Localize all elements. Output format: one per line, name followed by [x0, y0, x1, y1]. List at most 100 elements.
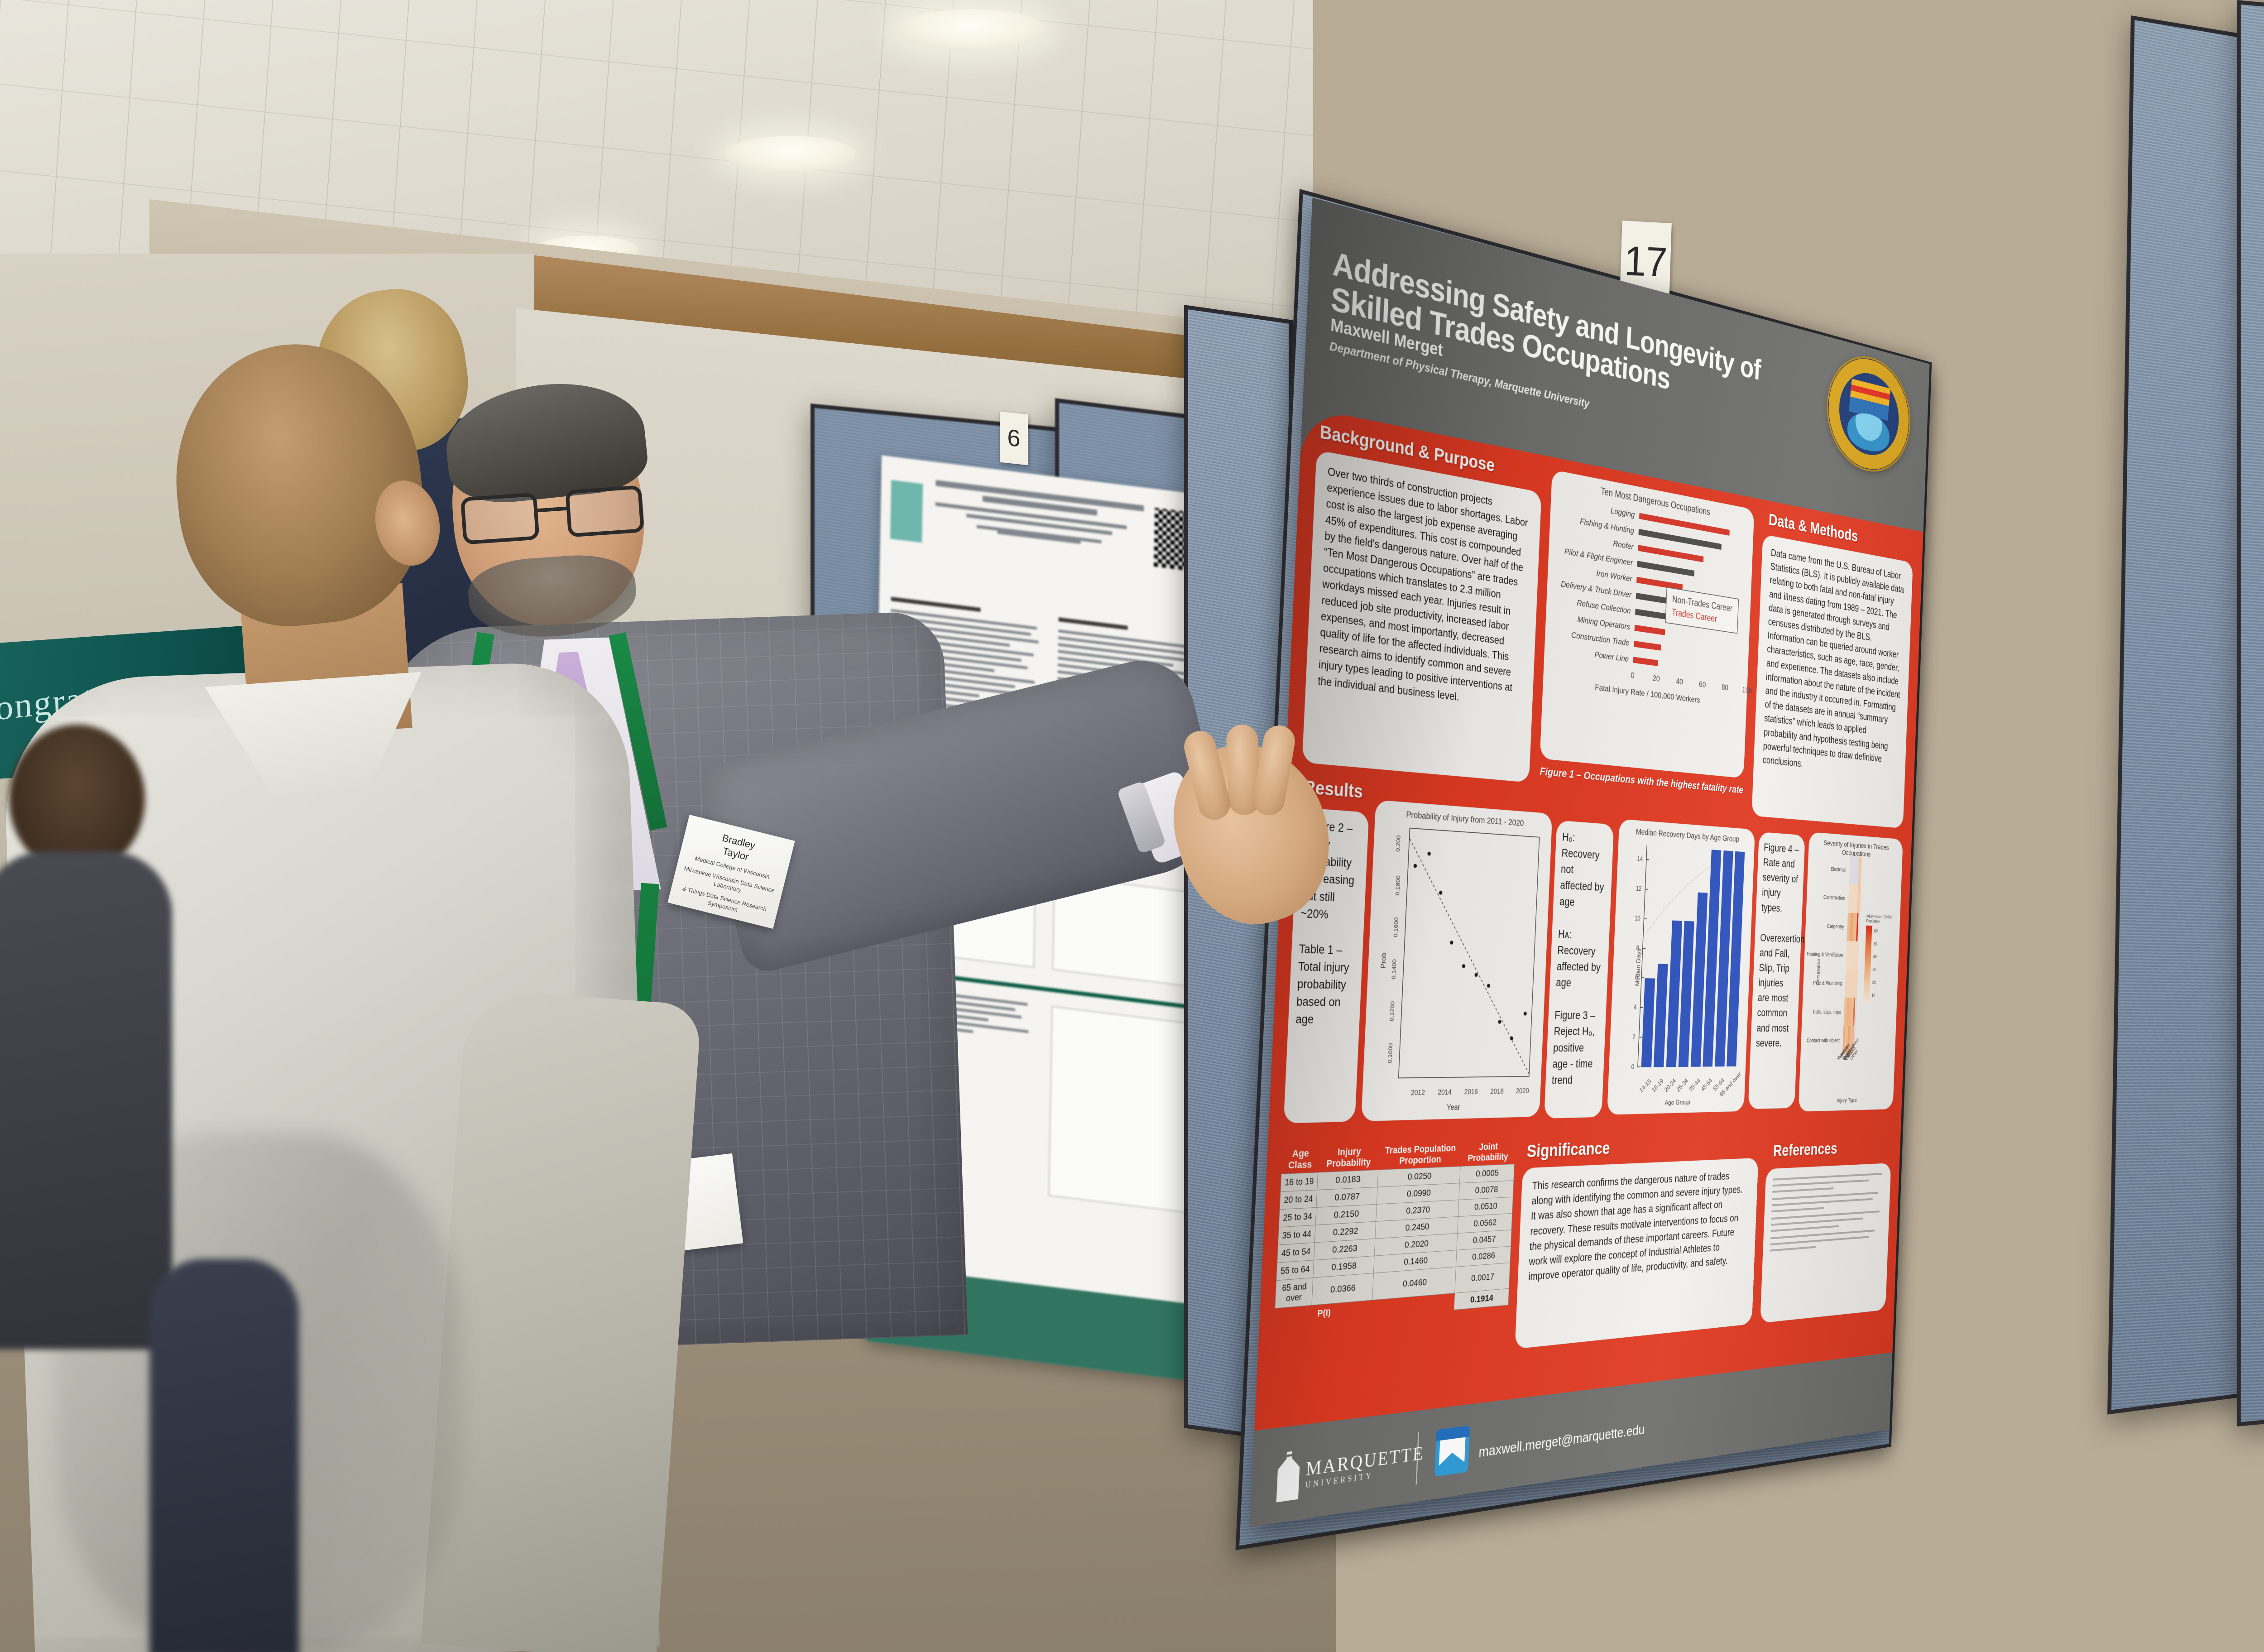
figure4-row-label: Electrical: [1830, 866, 1847, 873]
figure3-y-tick-label: 4: [1633, 1004, 1637, 1011]
figure1-x-tick: 40: [1676, 677, 1684, 687]
figure4-colorbar-tick: 60: [1874, 928, 1878, 934]
figure4-colorbar-tick: 40: [1873, 954, 1877, 960]
figure4-colorbar: Injury Rate / 10,000 Population 60 50 40 30…: [1863, 914, 1895, 1004]
figure4-colorbar-tick: 10: [1871, 993, 1875, 999]
hypothesis-card: H₀: Recovery not affected by age Hᴀ: Rec…: [1544, 820, 1614, 1119]
table1-wrapper: Age Class Injury Probability Trades Popula…: [1271, 1138, 1516, 1401]
figure3-x-label: Age Group: [1664, 1098, 1691, 1107]
table1-value: 0.0005: [1459, 1164, 1515, 1183]
figure3-plot-area: [1640, 845, 1746, 1067]
figure2-x-tick: 2020: [1516, 1086, 1530, 1095]
figure2-trendline: [1399, 829, 1539, 1078]
background-person-2: [149, 1259, 299, 1652]
alt-hypothesis-text: Hᴀ: Recovery affected by age: [1555, 927, 1601, 989]
table1-body: 16 to 19 0.0183 0.0250 0.0005 20 to 24 0.0787…: [1274, 1164, 1515, 1326]
figure4-row-label: Contact with object: [1806, 1037, 1840, 1043]
table1-age-class: 55 to 64: [1276, 1260, 1314, 1281]
ceiling-light-1: [897, 9, 1046, 50]
table1-age-class: 35 to 44: [1278, 1225, 1316, 1245]
ceiling-light-2: [724, 136, 856, 172]
figure4-heatmap: Severity of Injuries in Trades Occupatio…: [1799, 832, 1903, 1112]
figure4-colorbar-title: Injury Rate / 10,000 Population: [1866, 914, 1893, 924]
figure2-x-tick: 2014: [1437, 1088, 1452, 1097]
figure2-y-tick: 0.1800: [1394, 875, 1402, 896]
section-heading-significance: Significance: [1526, 1138, 1611, 1161]
figure3-title: Median Recovery Days by Age Group: [1636, 827, 1740, 844]
data-methods-text: Data came from the U.S. Bureau of Labor …: [1762, 547, 1904, 769]
figure4-x-label: Injury Type: [1837, 1097, 1857, 1104]
table1-age-class: 25 to 34: [1279, 1207, 1316, 1228]
figure2-scatter-plot: Probability of Injury from 2011 - 2020 P…: [1361, 800, 1553, 1121]
figure2-card: Probability of Injury from 2011 - 2020 P…: [1361, 800, 1553, 1122]
figure3-x-tick-label: 20-24: [1663, 1077, 1677, 1094]
eyeglass-lens-left: [460, 492, 540, 545]
bg-poster-figure-lower: [1048, 1006, 1206, 1215]
figure1-bar: [1634, 641, 1661, 651]
table1-column-header: Age Class: [1288, 1147, 1312, 1171]
university-seal-icon: [1826, 348, 1911, 478]
table1-column-header: Injury Probability: [1326, 1145, 1371, 1169]
figure2-y-tick: 0.1600: [1392, 917, 1400, 938]
table1-value: 0.0183: [1317, 1170, 1379, 1190]
figure2-y-tick: 0.200: [1395, 835, 1402, 852]
bg-poster-logo: [890, 480, 923, 543]
attendee-front-arm: [421, 989, 702, 1652]
figure3-y-tick-label: 10: [1634, 915, 1641, 922]
figure3-bar: [1641, 978, 1655, 1067]
figure3-y-tick-label: 0: [1631, 1064, 1635, 1071]
figure1-bars: Logging Fishing & Hunting Roofer Pilot & Fl…: [1544, 491, 1754, 683]
figure4-card: Severity of Injuries in Trades Occupatio…: [1798, 832, 1903, 1112]
figure4-colorbar-tick: 30: [1872, 967, 1876, 973]
figure2-x-label: Year: [1446, 1103, 1460, 1112]
figure1-x-tick: 60: [1698, 680, 1706, 690]
figure1-bar: [1634, 624, 1665, 635]
mail-icon: [1434, 1425, 1470, 1477]
figure4-detail-note: Overexertion and Fall, Slip, Trip injuri…: [1756, 932, 1805, 1049]
figure3-x-tick-label: 35-44: [1688, 1077, 1702, 1093]
table1-column-header: Joint Probability: [1467, 1141, 1509, 1163]
table1-age-class: 20 to 24: [1280, 1190, 1317, 1210]
poster-board-far-right: [2237, 0, 2264, 1426]
poster-body: Background & Purpose Over two thirds of …: [1254, 407, 1923, 1431]
background-person-head: [9, 725, 145, 874]
figure3-x-tick-label: 25-34: [1676, 1077, 1689, 1094]
references-card: [1760, 1163, 1891, 1323]
figure2-x-tick: 2016: [1464, 1087, 1478, 1096]
background-person-body: [0, 851, 172, 1349]
table1-age-class: 65 and over: [1275, 1277, 1313, 1309]
figure3-y-tick-label: 14: [1637, 855, 1643, 863]
figure1-x-tick: 0: [1631, 671, 1635, 681]
figure3-y-tick-label: 2: [1632, 1034, 1636, 1041]
reference-entry-1: [1772, 1173, 1885, 1193]
figure2-x-tick: 2018: [1490, 1087, 1504, 1096]
figure4-colorbar-tick: 20: [1872, 980, 1876, 985]
figure1-bar: [1635, 609, 1668, 620]
figure3-x-tick-label: 45-54: [1700, 1077, 1713, 1093]
table1-column-header: Trades Population Proportion: [1385, 1142, 1456, 1166]
marquette-tower-icon: [1276, 1450, 1300, 1502]
bg-poster-title-block: [935, 480, 1144, 552]
figure1-x-tick: 100: [1742, 686, 1752, 696]
table1-value: 0.0017: [1455, 1263, 1510, 1293]
contact-email[interactable]: maxwell.merget@marquette.edu: [1478, 1421, 1645, 1461]
figure2-y-tick: 0.1200: [1389, 1001, 1396, 1022]
main-research-poster: Addressing Safety and Longevity of Skill…: [1250, 197, 1930, 1527]
background-purpose-card: Over two thirds of construction projects…: [1302, 450, 1542, 783]
table1-age-class: 45 to 54: [1277, 1243, 1315, 1263]
table1-age-class: 16 to 19: [1280, 1172, 1318, 1192]
data-methods-card: Data came from the U.S. Bureau of Labor …: [1751, 534, 1913, 829]
table1-injury-probability: Age Class Injury Probability Trades Popula…: [1274, 1138, 1516, 1326]
figure3-note: Figure 3 – Reject H₀, positive age - tim…: [1551, 1009, 1596, 1086]
section-heading-references: References: [1773, 1139, 1838, 1160]
figure1-card: Ten Most Dangerous Occupations Logging Fi…: [1540, 469, 1755, 778]
reference-entry-3: [1770, 1210, 1883, 1232]
figure2-plot-area: [1398, 827, 1540, 1079]
figure3-x-tick-label: 16-19: [1651, 1077, 1665, 1094]
figure2-title: Probability of Injury from 2011 - 2020: [1406, 810, 1524, 828]
significance-card: This research confirms the dangerous nat…: [1515, 1157, 1759, 1349]
marquette-logo: MARQUETTE UNIVERSITY: [1276, 1434, 1425, 1502]
null-hypothesis-text: H₀: Recovery not affected by age: [1559, 831, 1604, 908]
